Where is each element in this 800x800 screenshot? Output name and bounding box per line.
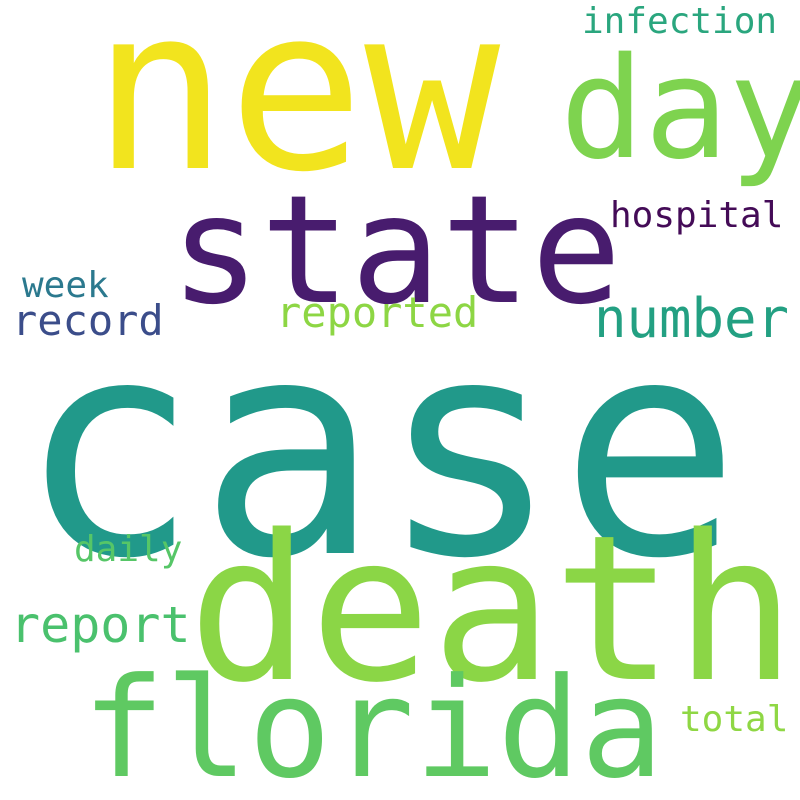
- word-new: new: [92, 0, 501, 222]
- word-week: week: [22, 265, 109, 306]
- word-hospital: hospital: [610, 195, 784, 236]
- word-record: record: [12, 296, 164, 345]
- word-report: report: [10, 596, 191, 654]
- word-total: total: [680, 699, 789, 740]
- word-day: day: [560, 28, 800, 191]
- word-state: state: [170, 164, 622, 338]
- word-florida: florida: [82, 648, 664, 800]
- word-reported: reported: [276, 288, 479, 337]
- word-daily: daily: [74, 529, 183, 570]
- word-case: case: [18, 275, 741, 624]
- word-death: death: [188, 491, 797, 727]
- word-number: number: [594, 287, 790, 350]
- word-infection: infection: [582, 1, 778, 42]
